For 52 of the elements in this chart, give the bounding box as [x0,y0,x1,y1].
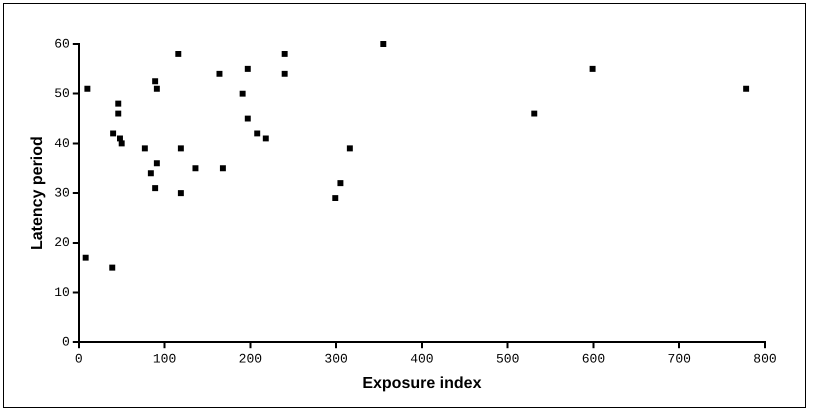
y-tick-label: 20 [54,235,70,250]
point [220,165,226,172]
point [154,86,160,92]
x-tick-label: 800 [753,351,777,366]
x-tick-label: 700 [668,351,691,366]
point [148,170,154,176]
point [332,195,338,202]
point [240,90,246,97]
y-tick-label: 40 [54,136,70,151]
x-tick-label: 500 [496,351,520,366]
point [152,185,158,192]
y-tick-label: 10 [54,284,70,300]
point [192,165,198,172]
point [152,78,158,84]
x-tick-label: 200 [238,351,262,366]
point [110,130,116,136]
point [254,130,260,136]
y-tick-label: 30 [54,186,70,201]
point [117,135,123,142]
point [743,86,750,92]
point [82,254,89,261]
x-tick-label: 600 [582,351,606,366]
y-tick-label: 0 [62,334,70,350]
point [244,116,251,122]
point [262,135,269,142]
x-tick-label: 400 [410,351,434,366]
point [142,145,148,152]
point [178,145,184,152]
point [175,50,182,57]
point [590,66,596,72]
x-tick-label: 100 [152,351,176,366]
point [346,145,353,152]
point [109,264,116,271]
point [531,110,538,117]
point [380,41,386,47]
x-tick-label: 300 [324,351,348,366]
point [244,66,251,72]
point [178,190,184,196]
x-tick-label: 0 [74,351,83,366]
point [282,70,288,77]
y-tick-label: 50 [54,86,70,102]
point [282,50,288,57]
point [115,110,122,117]
x-axis-title: Exposure index [362,374,482,392]
y-axis-title: Latency period [29,136,46,250]
point [115,100,122,107]
point [154,160,160,166]
point [84,86,90,92]
point [118,140,125,146]
y-tick-label: 60 [54,36,70,52]
point [216,70,222,77]
point [337,180,344,186]
